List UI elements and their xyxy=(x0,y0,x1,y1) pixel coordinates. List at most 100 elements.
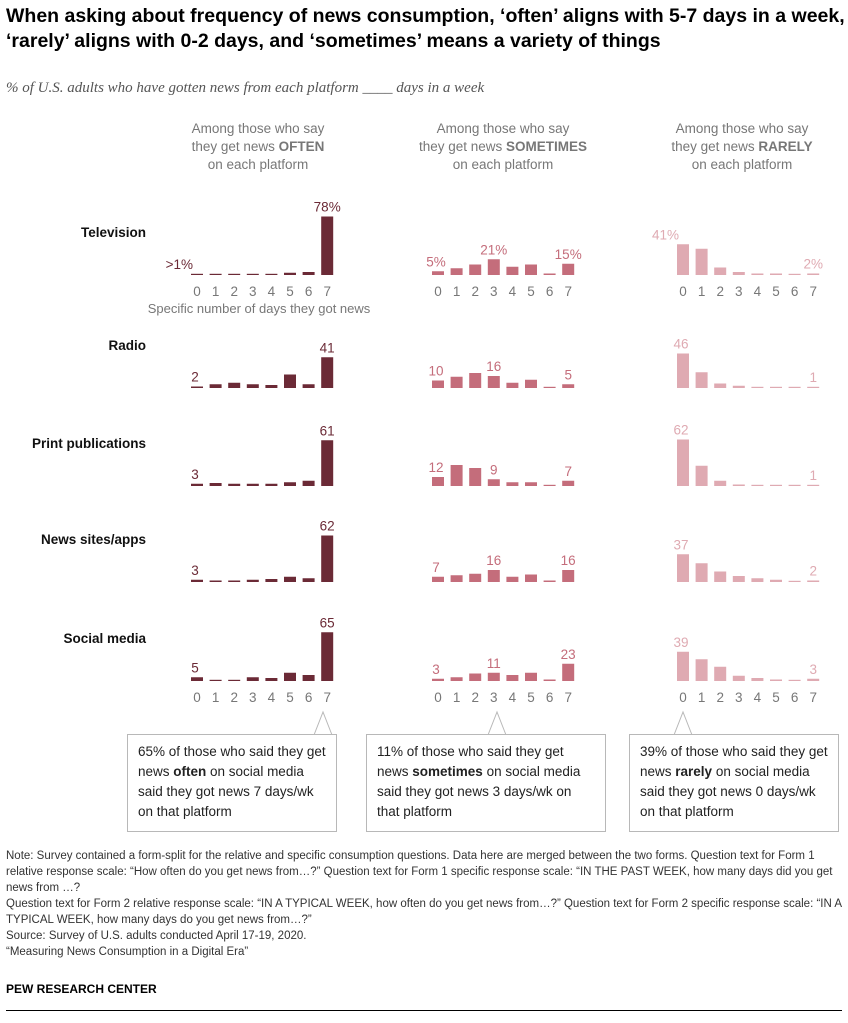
note-line: Note: Survey contained a form-split for … xyxy=(6,850,833,894)
callout-sometimes-post: on social media said they got news 3 day… xyxy=(377,764,581,819)
bar-rarely-day-0 xyxy=(677,554,689,582)
day-tick-label: 5 xyxy=(527,690,535,705)
bar-often-day-1 xyxy=(209,483,222,486)
bar-rarely-day-0 xyxy=(677,651,689,681)
day-tick-label: 7 xyxy=(323,690,331,705)
day-tick-label: 5 xyxy=(286,690,294,705)
bar-rarely-day-7 xyxy=(807,273,820,275)
bar-often-day-6 xyxy=(302,578,315,582)
bar-rarely-day-6 xyxy=(788,580,801,582)
bar-often-day-4 xyxy=(265,678,278,681)
platform-label: Radio xyxy=(108,338,146,353)
data-label: 11 xyxy=(487,656,501,671)
bar-rarely-day-2 xyxy=(714,267,727,275)
data-label: 61 xyxy=(320,423,335,438)
bar-often-day-5 xyxy=(284,672,296,681)
bar-rarely-day-5 xyxy=(770,386,782,388)
bar-rarely-day-4 xyxy=(751,578,764,582)
callout-often-post: on social media said they got news 7 day… xyxy=(138,764,314,819)
panel-header-prefix: they get news xyxy=(419,139,506,154)
panel-header-line: Among those who say xyxy=(192,121,325,136)
bar-sometimes-day-5 xyxy=(525,574,537,582)
day-tick-label: 2 xyxy=(471,690,479,705)
bar-often-day-7 xyxy=(321,440,334,486)
data-label: 41 xyxy=(320,340,335,355)
bar-often-day-2 xyxy=(228,483,241,486)
chart-subtitle: % of U.S. adults who have gotten news fr… xyxy=(6,80,485,96)
bar-often-day-4 xyxy=(265,579,278,582)
day-tick-label: 7 xyxy=(809,284,817,299)
bar-often-day-0 xyxy=(191,579,203,582)
bar-sometimes-day-4 xyxy=(506,576,519,582)
bar-sometimes-day-5 xyxy=(525,672,537,681)
bar-sometimes-day-2 xyxy=(469,673,482,681)
data-label: 37 xyxy=(673,537,688,552)
bar-often-day-3 xyxy=(246,384,259,388)
callout-often-pre: 65% of those who said they get news xyxy=(138,744,326,779)
day-tick-label: 1 xyxy=(698,690,706,705)
data-label: 10 xyxy=(428,364,443,379)
data-label: 46 xyxy=(673,337,688,352)
bar-sometimes-day-1 xyxy=(450,575,463,582)
day-tick-label: 3 xyxy=(249,690,257,705)
bar-rarely-day-4 xyxy=(751,386,764,388)
day-tick-label: 2 xyxy=(716,284,724,299)
day-tick-label: 7 xyxy=(323,284,331,299)
bar-sometimes-day-7 xyxy=(562,570,575,582)
data-label: 78% xyxy=(314,200,341,215)
data-label: 7 xyxy=(432,560,440,575)
callout-pointer xyxy=(673,710,693,736)
data-label: 16 xyxy=(486,359,501,374)
day-tick-label: 3 xyxy=(735,284,743,299)
panel-header-line: they get news OFTEN xyxy=(192,139,325,154)
callout-sometimes-pre: 11% of those who said they get news xyxy=(377,744,564,779)
bar-often-day-0 xyxy=(191,483,203,486)
day-tick-label: 5 xyxy=(772,284,780,299)
day-tick-label: 2 xyxy=(716,690,724,705)
data-label: 16 xyxy=(561,553,576,568)
bar-sometimes-day-4 xyxy=(506,382,519,388)
bar-often-day-4 xyxy=(265,273,278,275)
bar-often-day-5 xyxy=(284,482,296,486)
platform-label: Television xyxy=(81,225,146,240)
bar-sometimes-day-3 xyxy=(487,570,500,582)
callout-sometimes: 11% of those who said they get news some… xyxy=(366,734,606,832)
bar-rarely-day-5 xyxy=(770,579,782,582)
day-tick-label: 0 xyxy=(679,284,687,299)
source-line: Source: Survey of U.S. adults conducted … xyxy=(6,930,307,942)
bar-often-day-0 xyxy=(191,386,203,388)
day-tick-label: 0 xyxy=(434,284,442,299)
bar-often-day-2 xyxy=(228,580,241,582)
data-label: 7 xyxy=(564,464,572,479)
bar-rarely-day-1 xyxy=(695,659,708,681)
day-tick-label: 7 xyxy=(564,284,572,299)
bar-often-day-1 xyxy=(209,273,222,275)
panel-header-line: they get news SOMETIMES xyxy=(419,139,587,154)
bar-often-day-4 xyxy=(265,385,278,388)
bar-rarely-day-7 xyxy=(807,580,820,582)
data-label: 15% xyxy=(555,247,582,262)
data-label: 12 xyxy=(428,460,443,475)
day-tick-label: 2 xyxy=(230,690,238,705)
bar-rarely-day-1 xyxy=(695,372,708,388)
chart-area: Among those who say they get news OFTEN on… xyxy=(32,121,823,736)
bar-often-day-5 xyxy=(284,576,296,582)
bar-often-day-3 xyxy=(246,483,259,486)
bar-rarely-day-5 xyxy=(770,484,782,486)
panel-header-frequency: SOMETIMES xyxy=(506,139,587,154)
bar-often-day-1 xyxy=(209,384,222,388)
report-title: “Measuring News Consumption in a Digital… xyxy=(6,946,249,958)
bar-sometimes-day-6 xyxy=(543,679,556,681)
bar-rarely-day-3 xyxy=(732,675,745,681)
data-label: 3 xyxy=(191,563,199,578)
bar-rarely-day-1 xyxy=(695,465,708,486)
bar-often-day-0 xyxy=(191,273,203,275)
bar-sometimes-day-7 xyxy=(562,480,575,486)
bar-sometimes-day-4 xyxy=(506,266,519,275)
bar-rarely-day-0 xyxy=(677,244,689,275)
platform-label: Print publications xyxy=(32,436,146,451)
bar-sometimes-day-7 xyxy=(562,263,575,275)
bar-rarely-day-5 xyxy=(770,679,782,681)
bar-often-day-7 xyxy=(321,216,334,275)
panel-header-frequency: RARELY xyxy=(758,139,812,154)
